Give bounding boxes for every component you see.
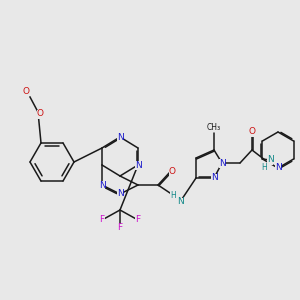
Text: N: N	[135, 160, 141, 169]
Text: H: H	[170, 190, 176, 200]
Text: N: N	[211, 173, 218, 182]
Text: N: N	[117, 190, 123, 199]
Text: N: N	[274, 164, 281, 172]
Text: O: O	[169, 167, 176, 176]
Text: N: N	[177, 197, 183, 206]
Text: N: N	[99, 181, 105, 190]
Text: CH₃: CH₃	[207, 122, 221, 131]
Text: N: N	[219, 158, 225, 167]
Text: F: F	[99, 215, 105, 224]
Text: N: N	[267, 155, 273, 164]
Text: O: O	[22, 86, 29, 95]
Text: H: H	[261, 163, 267, 172]
Text: N: N	[117, 133, 123, 142]
Text: F: F	[117, 224, 123, 232]
Text: F: F	[135, 215, 141, 224]
Text: O: O	[37, 110, 44, 118]
Text: O: O	[248, 128, 256, 136]
